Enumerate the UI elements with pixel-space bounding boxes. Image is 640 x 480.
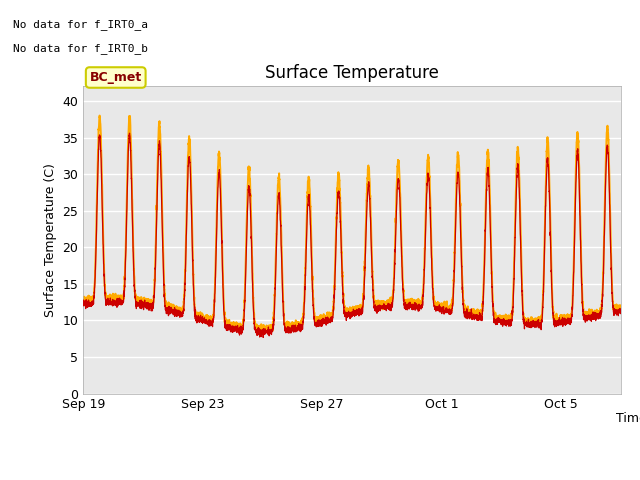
Legend: Tower, Arable: Tower, Arable [251,478,453,480]
Text: No data for f_IRT0_b: No data for f_IRT0_b [13,43,148,54]
Text: No data for f_IRT0_a: No data for f_IRT0_a [13,19,148,30]
X-axis label: Time: Time [616,412,640,425]
Title: Surface Temperature: Surface Temperature [265,64,439,82]
Y-axis label: Surface Temperature (C): Surface Temperature (C) [44,163,57,317]
Text: BC_met: BC_met [90,71,142,84]
